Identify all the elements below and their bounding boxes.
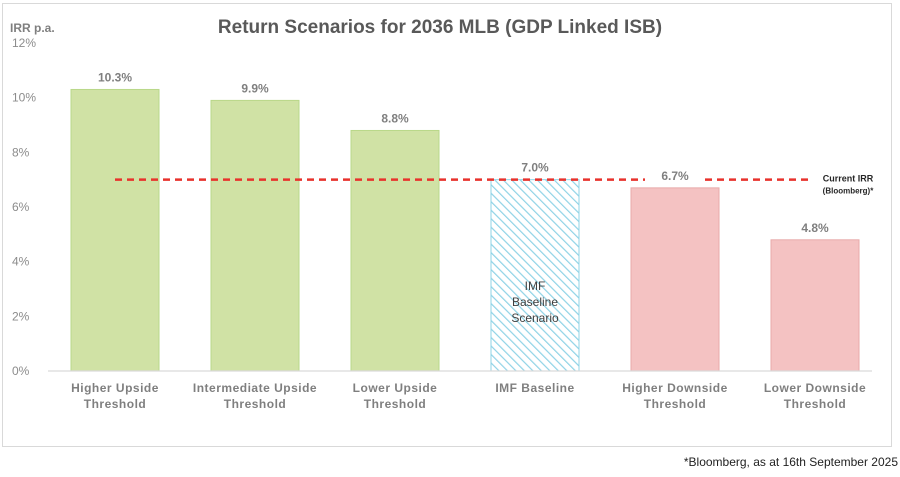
bars: IMF Baseline Scenario bbox=[70, 88, 860, 372]
x-tick-label: Threshold bbox=[784, 397, 847, 411]
y-tick-label: 6% bbox=[12, 200, 30, 214]
bar-annotation: Baseline bbox=[512, 295, 558, 309]
y-axis-ticks: 0% 2% 4% 6% 8% 10% 12% bbox=[12, 36, 36, 378]
y-tick-label: 4% bbox=[12, 255, 30, 269]
y-tick-label: 8% bbox=[12, 145, 30, 159]
footnote: *Bloomberg, as at 16th September 2025 bbox=[683, 455, 898, 469]
data-label: 7.0% bbox=[521, 161, 549, 175]
chart-title: Return Scenarios for 2036 MLB (GDP Linke… bbox=[218, 17, 662, 38]
y-axis-title: IRR p.a. bbox=[10, 21, 55, 35]
x-tick-label: Lower Downside bbox=[764, 381, 866, 395]
bar bbox=[630, 187, 720, 372]
data-label: 9.9% bbox=[241, 81, 269, 95]
y-tick-label: 0% bbox=[12, 364, 30, 378]
x-tick-label: Threshold bbox=[644, 397, 707, 411]
bar-annotation: IMF bbox=[525, 279, 546, 293]
data-label: 10.3% bbox=[98, 70, 132, 84]
x-tick-label: Threshold bbox=[224, 397, 287, 411]
data-label: 6.7% bbox=[661, 169, 689, 183]
x-tick-label: IMF Baseline bbox=[495, 381, 574, 395]
data-label: 8.8% bbox=[381, 111, 409, 125]
reference-line-label: (Bloomberg)* bbox=[823, 187, 875, 196]
y-tick-label: 10% bbox=[12, 91, 36, 105]
bar bbox=[210, 99, 300, 372]
bar bbox=[770, 239, 860, 372]
x-tick-label: Higher Downside bbox=[622, 381, 728, 395]
y-tick-label: 2% bbox=[12, 309, 30, 323]
reference-line-label: Current IRR bbox=[823, 174, 874, 184]
bar bbox=[350, 129, 440, 372]
data-labels: 10.3% 9.9% 8.8% 7.0% 6.7% 4.8% bbox=[98, 70, 829, 234]
x-tick-label: Higher Upside bbox=[71, 381, 159, 395]
data-label: 4.8% bbox=[801, 221, 829, 235]
bar bbox=[490, 179, 580, 372]
reference-line-group: Current IRR (Bloomberg)* bbox=[115, 174, 874, 196]
y-tick-label: 12% bbox=[12, 36, 36, 50]
x-tick-label: Threshold bbox=[84, 397, 147, 411]
x-axis-labels: Higher Upside Threshold Intermediate Upsid… bbox=[71, 381, 866, 411]
x-tick-label: Intermediate Upside bbox=[193, 381, 317, 395]
x-tick-label: Threshold bbox=[364, 397, 427, 411]
bar bbox=[70, 88, 160, 372]
x-tick-label: Lower Upside bbox=[353, 381, 438, 395]
bar-annotation: Scenario bbox=[511, 311, 559, 325]
